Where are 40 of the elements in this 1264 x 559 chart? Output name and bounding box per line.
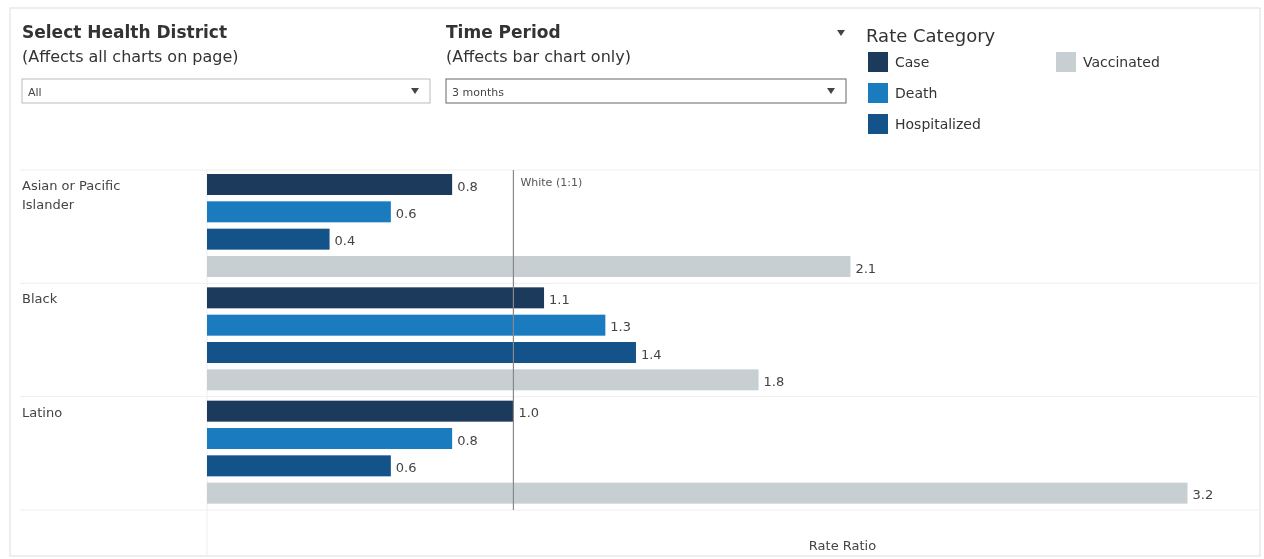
bar <box>207 314 606 336</box>
legend-label: Hospitalized <box>895 116 981 132</box>
x-axis-title: Rate Ratio <box>808 538 877 553</box>
bar <box>207 174 453 195</box>
data-label: 1.0 <box>518 405 540 421</box>
text: 3 months <box>452 86 505 99</box>
data-label: 1.3 <box>610 319 632 335</box>
data-label: 0.6 <box>395 205 417 221</box>
legend-label: Death <box>895 85 938 101</box>
ref-line-label: White (1:1) <box>520 176 583 189</box>
text: Select Health District <box>22 22 228 42</box>
data-label: 0.8 <box>457 178 478 194</box>
y-tick-label: Black <box>22 291 58 307</box>
text: (Affects bar chart only) <box>446 47 631 66</box>
bar <box>207 256 851 277</box>
legend-title: Rate Category <box>866 25 996 46</box>
bar <box>207 201 391 223</box>
data-label: 0.8 <box>457 432 478 448</box>
data-label: 3.2 <box>1192 487 1214 503</box>
text: (Affects all charts on page) <box>22 47 239 66</box>
legend-label: Vaccinated <box>1083 54 1160 70</box>
bar <box>207 455 391 477</box>
bar <box>207 400 514 422</box>
y-tick-label: Asian or Pacific Islander <box>22 178 121 212</box>
text: All <box>28 86 42 99</box>
bar <box>207 342 636 363</box>
data-label: 1.4 <box>640 346 662 362</box>
bar <box>207 428 453 449</box>
data-label: 1.8 <box>763 373 785 389</box>
data-label: 2.1 <box>855 260 877 276</box>
y-tick-label: Latino <box>22 404 63 420</box>
data-label: 1.1 <box>549 291 570 307</box>
data-label: 0.6 <box>395 459 417 475</box>
bar <box>207 287 545 309</box>
bar <box>207 482 1188 504</box>
data-label: 0.4 <box>334 233 356 249</box>
bar <box>207 369 759 391</box>
legend-label: Case <box>895 54 930 70</box>
text: Time Period <box>446 22 561 42</box>
bar <box>207 228 330 250</box>
